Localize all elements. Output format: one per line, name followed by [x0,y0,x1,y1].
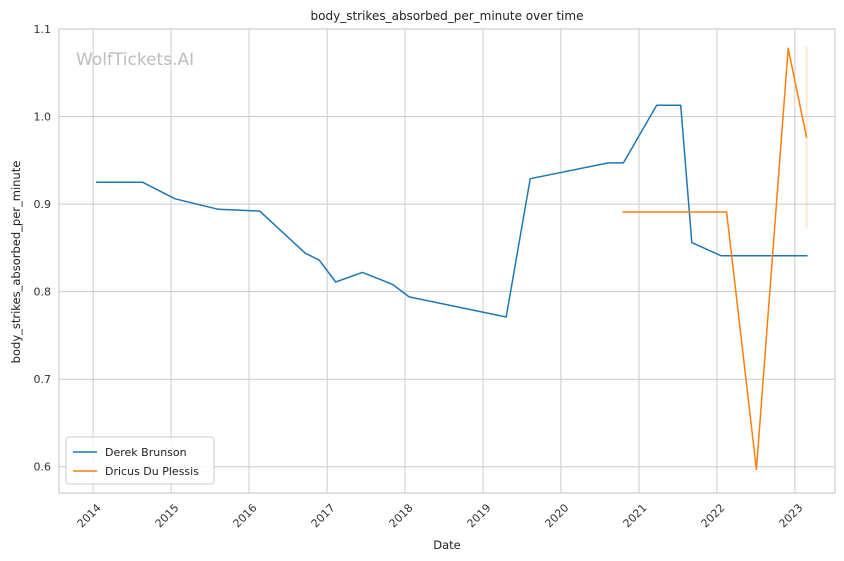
y-axis-title: body_strikes_absorbed_per_minute [9,161,23,364]
y-tick-label: 1.1 [34,23,52,36]
y-tick-label: 0.8 [34,286,52,299]
series-line-dricus-du-plessis [622,47,808,471]
y-tick-label: 0.9 [34,198,52,211]
plot-frame [58,28,836,494]
x-axis-title: Date [433,538,461,552]
chart-title: body_strikes_absorbed_per_minute over ti… [311,9,584,23]
plot-area: 2014 2015 2016 2017 2018 2019 2020 2021 2022 2023… [34,23,836,530]
legend-label: Derek Brunson [105,446,187,459]
y-tick-label: 0.6 [34,461,52,474]
y-tick-label: 0.7 [34,373,52,386]
y-tick-label: 1.0 [34,111,52,124]
legend [65,436,215,485]
watermark: WolfTickets.AI [76,50,194,70]
plot-background [59,29,835,493]
series-line-derek-brunson [96,104,808,318]
legend-label: Dricus Du Plessis [105,465,199,478]
